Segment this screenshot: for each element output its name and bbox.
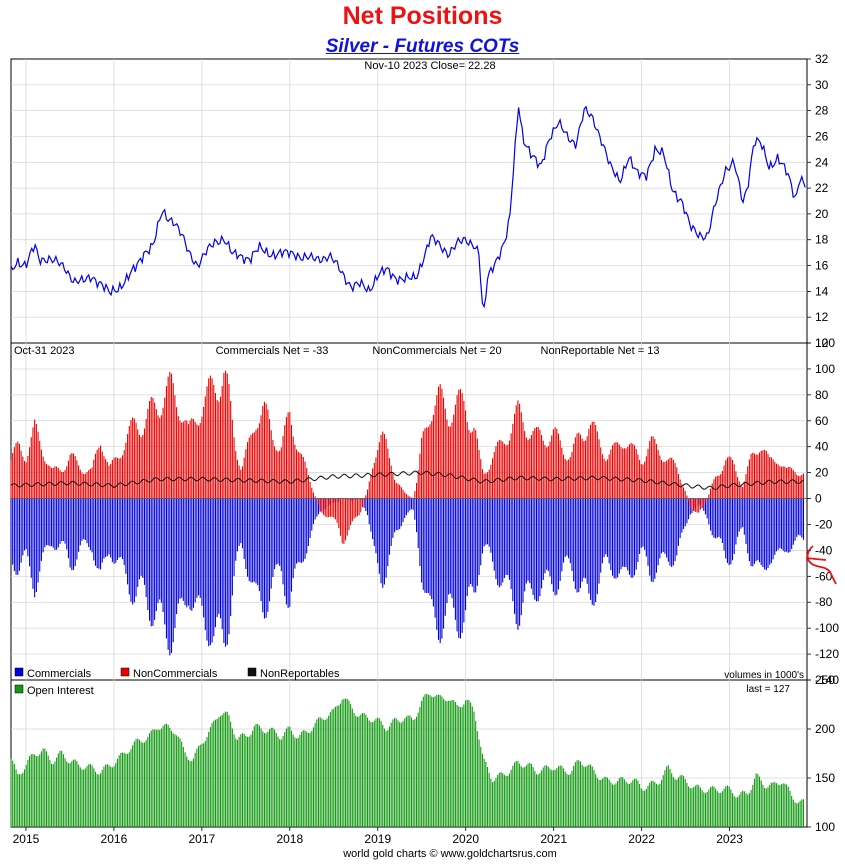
hand-drawn-annotation <box>805 545 837 585</box>
open-interest-series <box>10 693 805 827</box>
grid-lines <box>11 59 807 827</box>
price-panel <box>10 58 808 344</box>
y-tick-label: 100 <box>815 362 835 376</box>
price-series <box>10 105 806 309</box>
commercials-net-stat: Commercials Net = -33 <box>216 345 329 357</box>
x-tick-label: 2017 <box>189 832 216 846</box>
y-tick-label: -60 <box>815 569 833 583</box>
y-tick-label: -20 <box>815 517 833 531</box>
y-tick-label: 200 <box>815 722 835 736</box>
legend-swatch-nonreportables <box>247 667 257 677</box>
legend-label-noncommercials: NonCommercials <box>133 668 218 680</box>
x-tick-label: 2022 <box>628 832 655 846</box>
net-positions-series <box>10 370 807 656</box>
legend-label-open-interest: Open Interest <box>27 685 94 697</box>
y-tick-label: 14 <box>815 284 829 298</box>
x-tick-label: 2018 <box>276 832 303 846</box>
y-tick-label: 150 <box>815 771 835 785</box>
y-tick-label: 0 <box>815 492 822 506</box>
y-tick-label: 20 <box>815 207 829 221</box>
open-interest-panel <box>10 679 808 828</box>
x-axis-ticks: 2015 2016 2017 2018 2019 2020 2021 2022 2023 <box>13 827 743 846</box>
y-tick-label: 10 <box>815 336 829 350</box>
noncommercials-net-stat: NonCommercials Net = 20 <box>372 345 501 357</box>
chart-title: Net Positions <box>342 2 503 30</box>
net-header-date: Oct-31 2023 <box>14 345 75 357</box>
chart-subtitle: Silver - Futures COTs <box>325 36 520 57</box>
y-tick-label: 22 <box>815 181 829 195</box>
x-tick-label: 2020 <box>452 832 479 846</box>
y-tick-label: 16 <box>815 259 829 273</box>
net-legend: Commercials NonCommercials NonReportable… <box>14 667 340 680</box>
y-tick-label: -140 <box>815 673 839 687</box>
units-note: volumes in 1000's <box>724 670 804 681</box>
x-tick-label: 2016 <box>101 832 128 846</box>
open-interest-last-label: last = 127 <box>746 684 790 695</box>
y-tick-label: -40 <box>815 543 833 557</box>
price-line <box>10 105 806 309</box>
legend-label-nonreportables: NonReportables <box>260 668 340 680</box>
x-tick-label: 2019 <box>364 832 391 846</box>
y-tick-label: 20 <box>815 466 829 480</box>
legend-swatch-commercials <box>14 667 24 677</box>
y-tick-label: 80 <box>815 388 829 402</box>
y-tick-label: 26 <box>815 129 829 143</box>
y-tick-label: 120 <box>815 336 835 350</box>
y-tick-label: 12 <box>815 310 829 324</box>
x-tick-label: 2023 <box>716 832 743 846</box>
y-tick-label: 28 <box>815 104 829 118</box>
y-tick-label: 30 <box>815 78 829 92</box>
y-tick-label: 40 <box>815 440 829 454</box>
y-tick-label: -100 <box>815 621 839 635</box>
y-tick-label: -80 <box>815 595 833 609</box>
y-tick-label: 32 <box>815 52 829 66</box>
y-axis-ticks: 10 12 14 16 18 20 22 24 26 28 30 32 -140 -120 -100 -80 -… <box>807 52 839 834</box>
price-header: Nov-10 2023 Close= 22.28 <box>364 60 495 72</box>
legend-swatch-noncommercials <box>120 667 130 677</box>
y-tick-label: 24 <box>815 155 829 169</box>
y-tick-label: 18 <box>815 233 829 247</box>
y-tick-label: 60 <box>815 414 829 428</box>
legend-label-commercials: Commercials <box>27 668 92 680</box>
nonreportables-line <box>10 470 804 491</box>
y-tick-label: 250 <box>815 673 835 687</box>
footer-credit: world gold charts © www.goldchartsrus.co… <box>342 848 557 860</box>
net-positions-panel <box>10 342 808 681</box>
x-tick-label: 2015 <box>13 832 40 846</box>
nonreportable-net-stat: NonReportable Net = 13 <box>541 345 660 357</box>
y-tick-label: -120 <box>815 647 839 661</box>
legend-swatch-open-interest <box>14 684 24 694</box>
x-tick-label: 2021 <box>540 832 567 846</box>
y-tick-label: 100 <box>815 820 835 834</box>
